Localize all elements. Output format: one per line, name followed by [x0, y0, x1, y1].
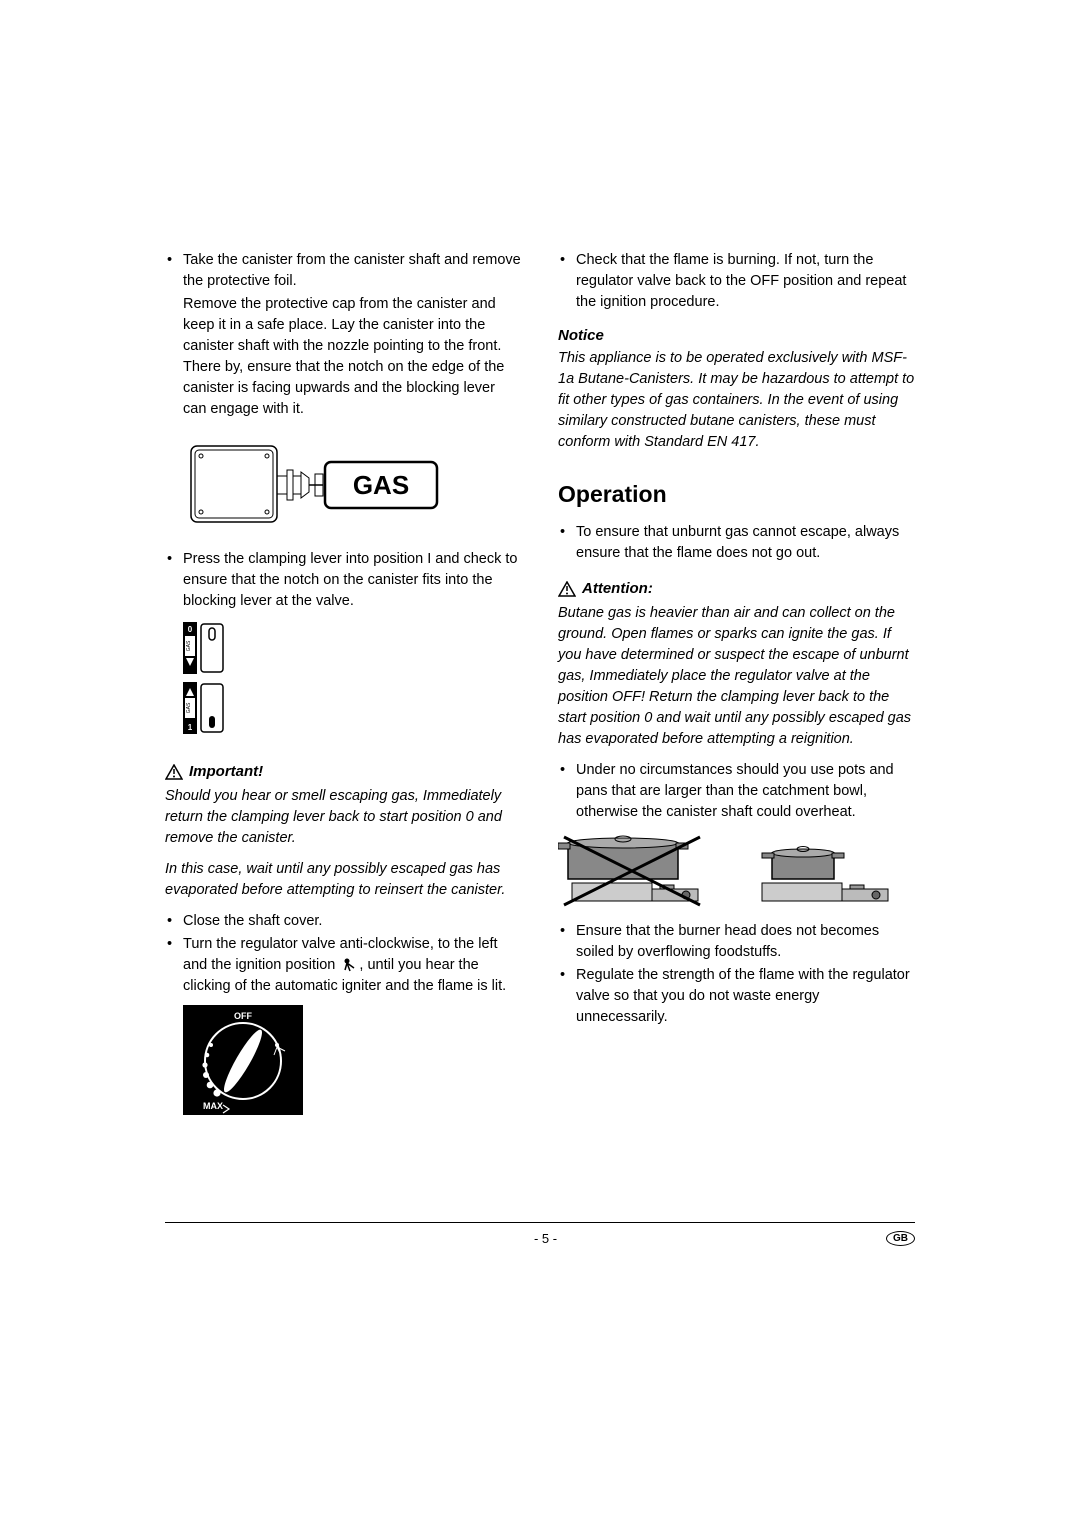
svg-text:0: 0: [188, 625, 193, 634]
footer-rule: [165, 1222, 915, 1223]
footer-row: - 5 - GB: [165, 1231, 915, 1246]
bullet-list: Press the clamping lever into position I…: [165, 549, 522, 612]
svg-text:OFF: OFF: [234, 1011, 252, 1021]
svg-text:GAS: GAS: [186, 702, 192, 713]
clamping-lever-diagram: 0 GAS 1 GAS: [183, 622, 522, 747]
bullet-list: Check that the flame is burning. If not,…: [558, 250, 915, 313]
svg-text:GAS: GAS: [186, 640, 192, 651]
important-heading: Important!: [165, 763, 522, 780]
left-column: Take the canister from the canister shaf…: [165, 250, 522, 1120]
heading-text: Attention:: [582, 580, 653, 597]
list-item: Turn the regulator valve anti-clockwise,…: [183, 934, 522, 997]
list-item: Check that the flame is burning. If not,…: [576, 250, 915, 313]
attention-paragraph: Butane gas is heavier than air and can c…: [558, 603, 915, 750]
bullet-list: To ensure that unburnt gas cannot escape…: [558, 522, 915, 564]
regulator-knob-diagram: OFF MAX: [183, 1005, 522, 1120]
ignition-icon: [341, 957, 357, 973]
list-item: Press the clamping lever into position I…: [183, 549, 522, 612]
pot-size-diagram: [558, 831, 915, 911]
bullet-list: Under no circumstances should you use po…: [558, 760, 915, 823]
right-column: Check that the flame is burning. If not,…: [558, 250, 915, 1120]
attention-heading: Attention:: [558, 580, 915, 597]
important-paragraph: Should you hear or smell escaping gas, I…: [165, 786, 522, 849]
svg-text:1: 1: [188, 723, 193, 732]
operation-heading: Operation: [558, 481, 915, 508]
page-footer: - 5 - GB: [165, 1222, 915, 1246]
list-item: Ensure that the burner head does not bec…: [576, 921, 915, 963]
language-badge: GB: [886, 1231, 915, 1246]
two-column-layout: Take the canister from the canister shaf…: [165, 250, 915, 1120]
warning-icon: [165, 764, 183, 780]
bullet-list: Take the canister from the canister shaf…: [165, 250, 522, 292]
gas-label: GAS: [353, 470, 409, 500]
page-content: Take the canister from the canister shaf…: [165, 250, 915, 1120]
notice-heading: Notice: [558, 327, 915, 344]
notice-paragraph: This appliance is to be operated exclusi…: [558, 348, 915, 453]
list-item: Regulate the strength of the flame with …: [576, 965, 915, 1028]
list-item: Under no circumstances should you use po…: [576, 760, 915, 823]
list-item: Close the shaft cover.: [183, 911, 522, 932]
heading-text: Important!: [189, 763, 263, 780]
svg-text:MAX: MAX: [203, 1101, 223, 1111]
bullet-list: Ensure that the burner head does not bec…: [558, 921, 915, 1028]
gas-canister-diagram: GAS: [189, 440, 522, 535]
list-item: To ensure that unburnt gas cannot escape…: [576, 522, 915, 564]
paragraph: Remove the protective cap from the canis…: [165, 294, 522, 420]
list-item: Take the canister from the canister shaf…: [183, 250, 522, 292]
bullet-list: Close the shaft cover. Turn the regulato…: [165, 911, 522, 997]
page-number: - 5 -: [205, 1231, 886, 1246]
warning-icon: [558, 581, 576, 597]
important-paragraph: In this case, wait until any possibly es…: [165, 859, 522, 901]
